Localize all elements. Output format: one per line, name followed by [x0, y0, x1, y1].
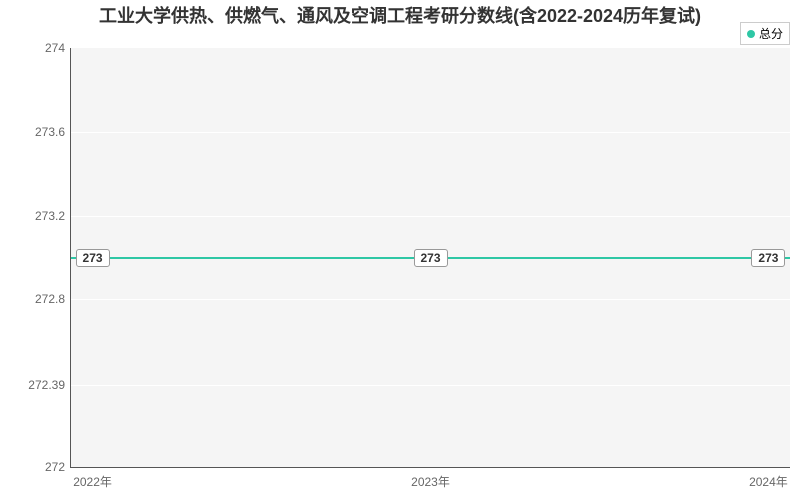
y-tick-label: 273.2: [35, 209, 65, 223]
x-tick-label: 2024年: [749, 473, 788, 490]
x-tick-label: 2022年: [73, 473, 112, 490]
gridline: [71, 216, 790, 217]
legend-label: 总分: [759, 25, 783, 42]
chart-title: 工业大学供热、供燃气、通风及空调工程考研分数线(含2022-2024历年复试): [0, 2, 800, 28]
x-tick-label: 2023年: [411, 473, 450, 490]
gridline: [71, 385, 790, 386]
gridline: [71, 299, 790, 300]
legend-marker-icon: [747, 30, 755, 38]
y-tick-label: 272.8: [35, 292, 65, 306]
data-label: 273: [751, 249, 785, 267]
legend: 总分: [740, 22, 790, 45]
y-tick-label: 273.6: [35, 125, 65, 139]
y-tick-label: 272.39: [28, 378, 65, 392]
gridline: [71, 132, 790, 133]
y-tick-label: 274: [45, 41, 65, 55]
y-tick-label: 272: [45, 460, 65, 474]
data-label: 273: [76, 249, 110, 267]
plot-area: 272272.39272.8273.2273.62742022年2023年202…: [70, 48, 790, 468]
data-label: 273: [413, 249, 447, 267]
